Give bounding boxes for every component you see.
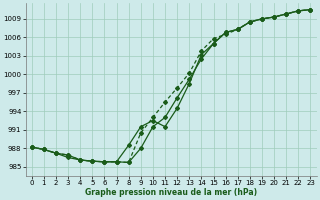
X-axis label: Graphe pression niveau de la mer (hPa): Graphe pression niveau de la mer (hPa) [85, 188, 257, 197]
